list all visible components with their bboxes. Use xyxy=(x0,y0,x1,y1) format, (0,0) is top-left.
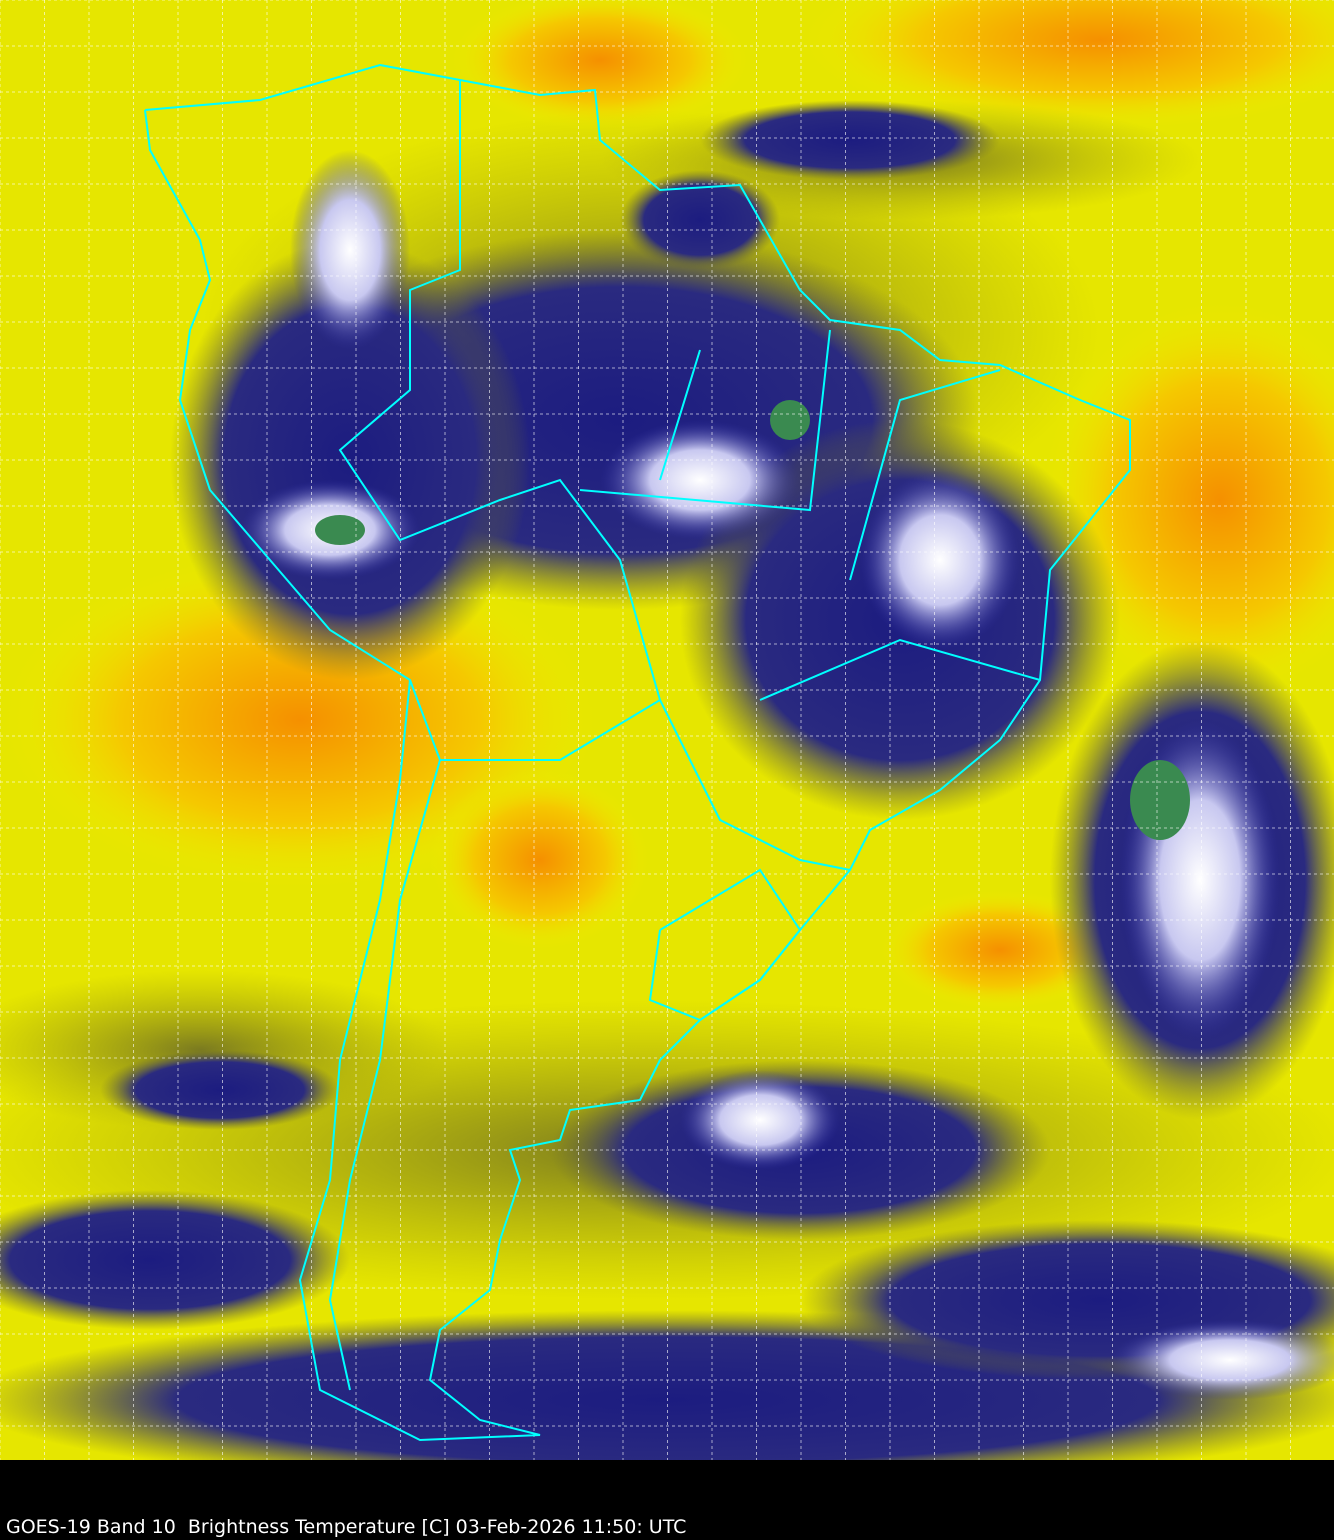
image-caption: GOES-19 Band 10 Brightness Temperature [… xyxy=(6,1516,687,1538)
satellite-image xyxy=(0,0,1334,1460)
country-borders xyxy=(144,63,1131,1442)
brazil-states xyxy=(579,329,1041,701)
cold-cloud-regions xyxy=(0,100,1334,1460)
lat-lon-grid xyxy=(0,0,1334,1460)
brazil-border xyxy=(338,80,851,871)
argentina-north-border xyxy=(440,699,661,761)
warm-dry-regions xyxy=(0,0,1334,1010)
caption-bar: GOES-19 Band 10 Brightness Temperature [… xyxy=(0,1460,1334,1540)
uruguay-border xyxy=(648,868,802,1022)
